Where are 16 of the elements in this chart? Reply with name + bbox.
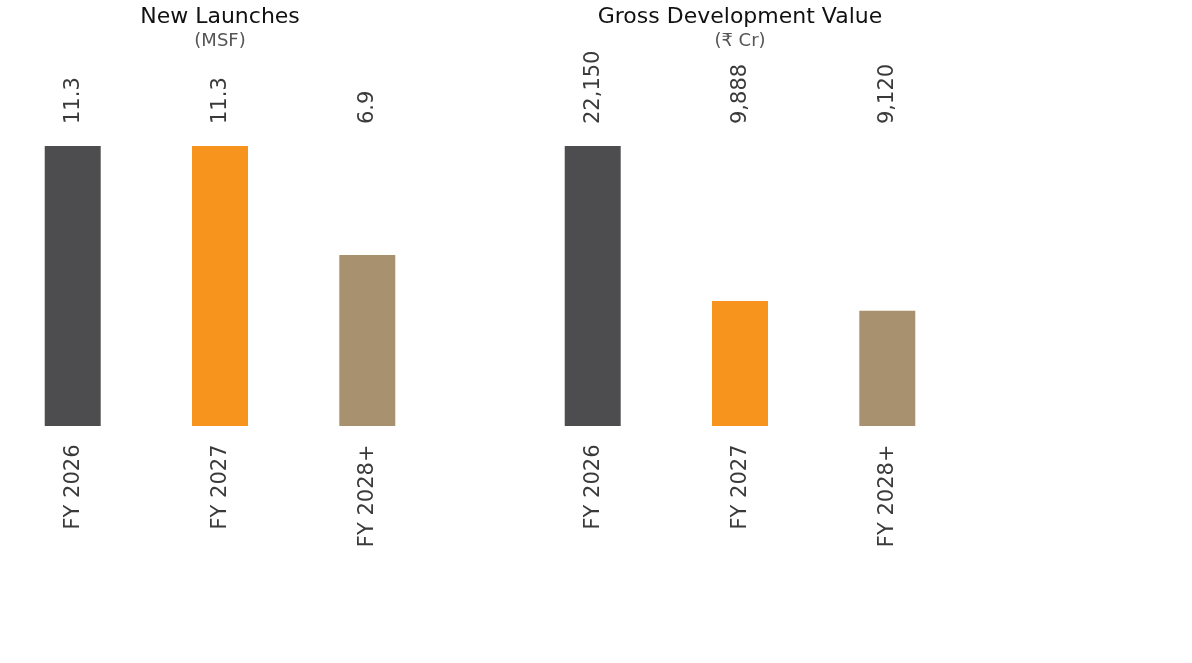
x-tick-label: FY 2027 xyxy=(727,444,751,530)
data-label: 11.3 xyxy=(59,77,84,124)
x-tick-label: FY 2027 xyxy=(207,444,231,530)
chart-title: New Launches xyxy=(140,3,300,28)
data-label: 6.9 xyxy=(354,90,379,124)
x-tick-label: FY 2026 xyxy=(59,444,84,530)
chart-subtitle: (₹ Cr) xyxy=(714,29,766,50)
chart-title: Gross Development Value xyxy=(597,3,883,28)
data-label: 22,150 xyxy=(579,50,604,124)
data-label: 9,888 xyxy=(727,63,751,124)
chart-subtitle: (MSF) xyxy=(194,29,246,50)
data-label: 9,120 xyxy=(874,63,899,124)
x-tick-label: FY 2028+ xyxy=(874,444,899,548)
data-label: 11.3 xyxy=(207,77,231,124)
x-tick-label: FY 2026 xyxy=(579,444,604,530)
x-tick-label: FY 2028+ xyxy=(354,444,379,548)
